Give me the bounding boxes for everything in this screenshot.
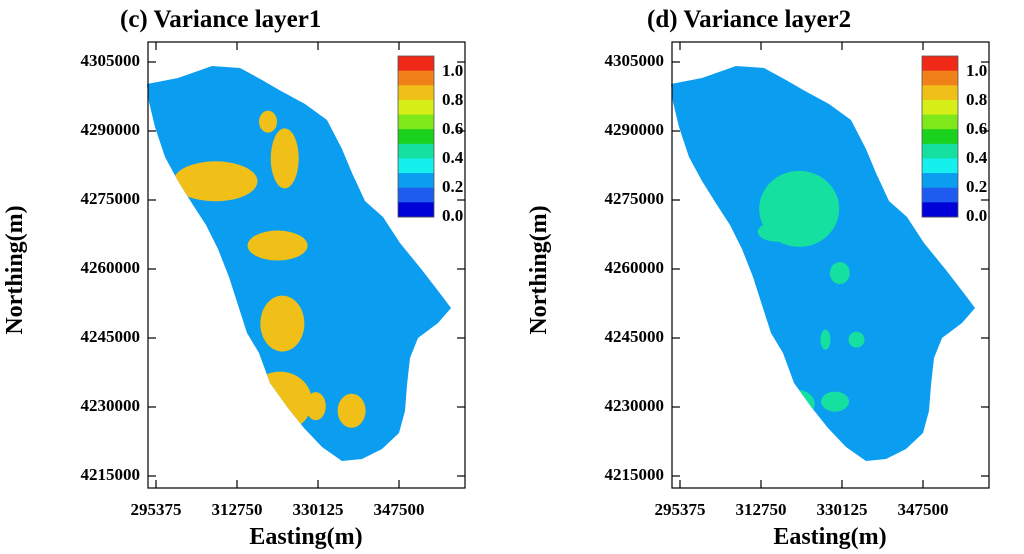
variance-patch [247, 230, 308, 261]
x-tick-label: 312750 [736, 500, 787, 519]
x-axis-ticks: 295375 312750 330125 347500 [131, 500, 425, 519]
x-axis-ticks: 295375 312750 330125 347500 [655, 500, 949, 519]
colorbar-tick-label: 0.2 [966, 177, 987, 196]
axes-frame [147, 41, 466, 489]
variance-patch [337, 393, 366, 428]
colorbar [921, 55, 959, 218]
colorbar-swatch [922, 173, 958, 189]
colorbar-swatch [922, 56, 958, 72]
x-tick-label: 295375 [131, 500, 182, 519]
colorbar-swatch [922, 129, 958, 145]
colorbar-swatch [398, 99, 434, 116]
x-tick-label: 295375 [655, 500, 706, 519]
axes-box [147, 41, 466, 489]
axes-box [671, 41, 990, 489]
colorbar-tick-label: 0.0 [442, 206, 463, 225]
colorbar-swatch [922, 158, 958, 174]
colorbar-tick-label: 0.2 [442, 177, 463, 196]
colorbar-ticks: 1.0 0.8 0.6 0.4 0.2 0.0 [442, 61, 464, 225]
colorbar-ticks: 1.0 0.8 0.6 0.4 0.2 0.0 [966, 61, 988, 225]
basin-background [671, 66, 975, 461]
x-tick-label: 347500 [374, 500, 425, 519]
colorbar-tick-label: 1.0 [442, 61, 463, 80]
colorbar-swatch [922, 99, 958, 116]
colorbar-tick-label: 0.4 [966, 148, 988, 167]
variance-patch [820, 329, 831, 350]
variance-patch [757, 221, 798, 242]
plot-area [671, 66, 975, 461]
y-tick-label: 4215000 [605, 465, 665, 484]
variance-patch [821, 391, 850, 412]
colorbar-swatch [398, 70, 434, 86]
y-tick-label: 4260000 [605, 258, 665, 277]
variance-patch [829, 262, 850, 285]
y-axis-label: Northing(m) [2, 205, 28, 334]
variance-patch [260, 295, 305, 352]
colorbar-swatch [398, 129, 434, 145]
variance-patch [848, 331, 865, 348]
y-tick-label: 4245000 [81, 327, 141, 346]
y-tick-label: 4260000 [81, 258, 141, 277]
chart-title: (c) Variance layer1 [120, 6, 321, 33]
y-tick-label: 4290000 [81, 120, 141, 139]
axes-frame [671, 41, 990, 489]
colorbar-swatch [398, 202, 434, 218]
variance-patch [173, 161, 258, 202]
colorbar-swatch [922, 143, 958, 159]
y-tick-label: 4275000 [605, 189, 665, 208]
x-axis-label: Easting(m) [249, 524, 362, 550]
colorbar-swatch [922, 70, 958, 86]
y-tick-label: 4305000 [605, 51, 665, 70]
y-tick-label: 4305000 [81, 51, 141, 70]
x-tick-label: 312750 [212, 500, 263, 519]
panel-variance-layer1: (c) Variance layer1 4305000 4290000 4275… [2, 6, 466, 550]
y-tick-label: 4230000 [81, 396, 141, 415]
y-tick-label: 4290000 [605, 120, 665, 139]
y-tick-label: 4230000 [605, 396, 665, 415]
colorbar-tick-label: 0.6 [966, 119, 987, 138]
x-tick-label: 330125 [293, 500, 344, 519]
variance-patch [247, 371, 312, 432]
colorbar-swatch [922, 187, 958, 203]
x-tick-label: 347500 [898, 500, 949, 519]
y-axis-ticks: 4305000 4290000 4275000 4260000 4245000 … [605, 51, 665, 484]
y-axis-ticks: 4305000 4290000 4275000 4260000 4245000 … [81, 51, 141, 484]
variance-patch [778, 389, 815, 418]
colorbar-border [921, 55, 959, 218]
variance-patch [259, 110, 278, 133]
colorbar-swatch [398, 114, 434, 130]
x-axis-label: Easting(m) [773, 524, 886, 550]
colorbar-swatch [398, 187, 434, 203]
colorbar-swatch [922, 85, 958, 101]
colorbar-swatch [398, 56, 434, 72]
colorbar-tick-label: 1.0 [966, 61, 987, 80]
colorbar-tick-label: 0.8 [442, 90, 463, 109]
variance-patch [270, 128, 299, 189]
panel-variance-layer2: (d) Variance layer2 4305000 4290000 4275… [526, 6, 990, 550]
colorbar-tick-label: 0.4 [442, 148, 464, 167]
y-tick-label: 4215000 [81, 465, 141, 484]
variance-patch [684, 198, 705, 219]
colorbar-border [397, 55, 435, 218]
x-tick-label: 330125 [817, 500, 868, 519]
y-tick-label: 4275000 [81, 189, 141, 208]
colorbar-swatch [398, 158, 434, 174]
variance-patch [305, 392, 326, 421]
colorbar-swatch [922, 202, 958, 218]
colorbar-swatch [398, 173, 434, 189]
colorbar-swatch [398, 143, 434, 159]
colorbar-tick-label: 0.8 [966, 90, 987, 109]
colorbar-swatch [922, 114, 958, 130]
colorbar [397, 55, 435, 218]
variance-patch [891, 182, 904, 203]
y-axis-label: Northing(m) [526, 205, 552, 334]
colorbar-tick-label: 0.0 [966, 206, 987, 225]
colorbar-swatch [398, 85, 434, 101]
colorbar-tick-label: 0.6 [442, 119, 463, 138]
y-tick-label: 4245000 [605, 327, 665, 346]
chart-title: (d) Variance layer2 [647, 6, 851, 33]
plot-area [147, 66, 451, 461]
